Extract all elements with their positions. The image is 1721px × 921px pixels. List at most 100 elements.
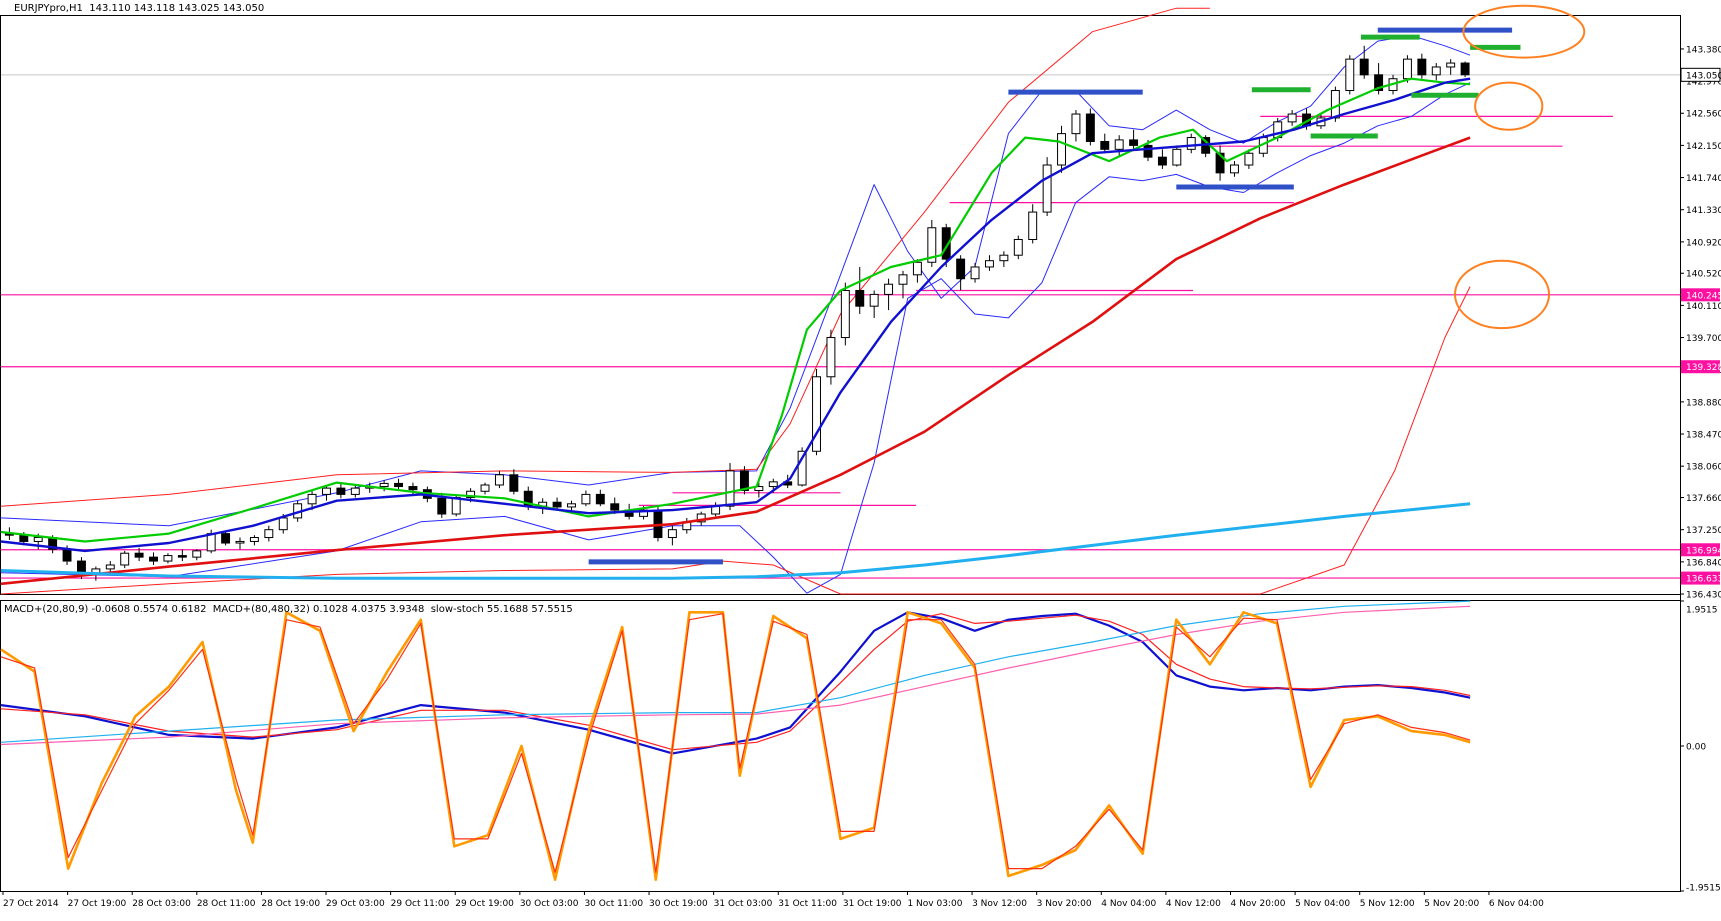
candle-body	[1085, 113, 1095, 142]
price-tag-label: 143.050	[1686, 71, 1721, 81]
indicator-stoch_red	[0, 613, 1471, 873]
indicator-macd_cyan	[0, 600, 1471, 743]
candle-body	[595, 493, 605, 505]
candle-body	[1129, 139, 1139, 146]
price-tag-label: 139.328	[1686, 363, 1721, 373]
candle-body	[149, 556, 158, 562]
candle-body	[1460, 62, 1470, 76]
price-tick-label: 138.880	[1686, 398, 1721, 408]
candle-body	[264, 529, 274, 539]
candle-body	[466, 490, 476, 499]
candle-body	[812, 376, 821, 452]
band-envelope_red-2	[0, 7, 1210, 507]
candle	[567, 500, 576, 512]
indicator-tick-label: 1.9515	[1686, 606, 1718, 616]
candle-body	[437, 497, 447, 515]
candle-body	[1100, 140, 1110, 150]
price-tag-box	[1681, 360, 1720, 374]
candle-body	[62, 548, 72, 562]
candle	[912, 259, 922, 283]
candle-body	[120, 552, 130, 566]
band-bollinger-1	[0, 82, 1471, 594]
highlight-circle	[1474, 81, 1544, 131]
price-tag-box	[1681, 288, 1720, 302]
candle-body	[1417, 58, 1427, 76]
candle	[1186, 133, 1196, 154]
indicator-macd_pink	[0, 605, 1471, 746]
candle-body	[408, 486, 418, 491]
candle-body	[105, 564, 115, 570]
candle-body	[1215, 152, 1225, 174]
candle-body	[1114, 139, 1124, 150]
candle	[840, 282, 850, 346]
candle-body	[192, 550, 202, 558]
price-tag-box	[1680, 67, 1721, 82]
candle	[1446, 59, 1456, 75]
indicator-macd_red	[0, 613, 1471, 751]
candle	[192, 549, 202, 561]
candle	[682, 517, 692, 534]
price-tick-label: 138.470	[1686, 431, 1721, 441]
candle-body	[1157, 156, 1167, 166]
candle	[307, 490, 317, 511]
price-tick-label: 139.700	[1686, 334, 1721, 344]
candle-body	[163, 555, 173, 562]
candle	[322, 484, 331, 501]
candle	[1359, 45, 1369, 79]
time-tick-label: 3 Nov 12:00	[972, 899, 1027, 909]
candle-body	[826, 337, 836, 378]
price-tick-label: 141.330	[1686, 206, 1721, 216]
candle	[1157, 149, 1167, 169]
candle-body	[797, 450, 807, 486]
candle-body	[1172, 148, 1182, 166]
price-tick-label: 142.970	[1686, 78, 1721, 88]
candle	[711, 502, 721, 517]
candle-body	[307, 493, 317, 505]
candle-body	[610, 503, 620, 511]
candle-body	[322, 487, 331, 495]
candle-body	[898, 274, 908, 285]
candle-body	[451, 497, 461, 515]
candle-body	[336, 487, 346, 495]
candle-body	[1013, 239, 1023, 256]
time-tick-label: 28 Oct 19:00	[261, 899, 320, 909]
candle	[1431, 63, 1441, 81]
candle	[970, 263, 980, 283]
candle	[264, 525, 274, 542]
price-tick-label: 138.060	[1686, 463, 1721, 473]
price-tick-label: 142.150	[1686, 142, 1721, 152]
candle-body	[999, 254, 1009, 262]
candle-body	[1042, 164, 1052, 213]
candle-body	[249, 537, 259, 542]
time-tick-label: 27 Oct 2014	[3, 899, 59, 909]
candle-body	[1402, 58, 1412, 80]
candle	[336, 482, 346, 499]
time-tick-label: 30 Oct 03:00	[520, 899, 579, 909]
candle	[869, 290, 879, 318]
candle	[595, 489, 605, 507]
indicator-tick-label: -1.9515	[1686, 884, 1721, 894]
candle	[1230, 161, 1239, 177]
price-tick-label: 143.380	[1686, 45, 1721, 55]
time-tick-label: 4 Nov 20:00	[1230, 899, 1285, 909]
highlight-circle	[1462, 4, 1586, 59]
price-tag-label: 136.633	[1686, 575, 1721, 585]
candle-body	[567, 503, 576, 508]
time-tick-label: 6 Nov 04:00	[1489, 899, 1544, 909]
candle	[249, 535, 259, 546]
time-tick-label: 28 Oct 11:00	[197, 899, 256, 909]
candle-body	[1071, 113, 1081, 135]
candle	[480, 482, 490, 495]
candle-body	[394, 482, 404, 488]
candle-body	[884, 283, 894, 295]
candle-body	[667, 529, 677, 539]
candle-body	[1374, 74, 1384, 92]
candle-body	[985, 260, 994, 268]
candle	[956, 255, 966, 291]
candle	[1345, 55, 1355, 95]
candle	[134, 547, 144, 562]
time-tick-label: 3 Nov 20:00	[1037, 899, 1092, 909]
candle	[394, 478, 404, 491]
candle-body	[494, 474, 504, 486]
